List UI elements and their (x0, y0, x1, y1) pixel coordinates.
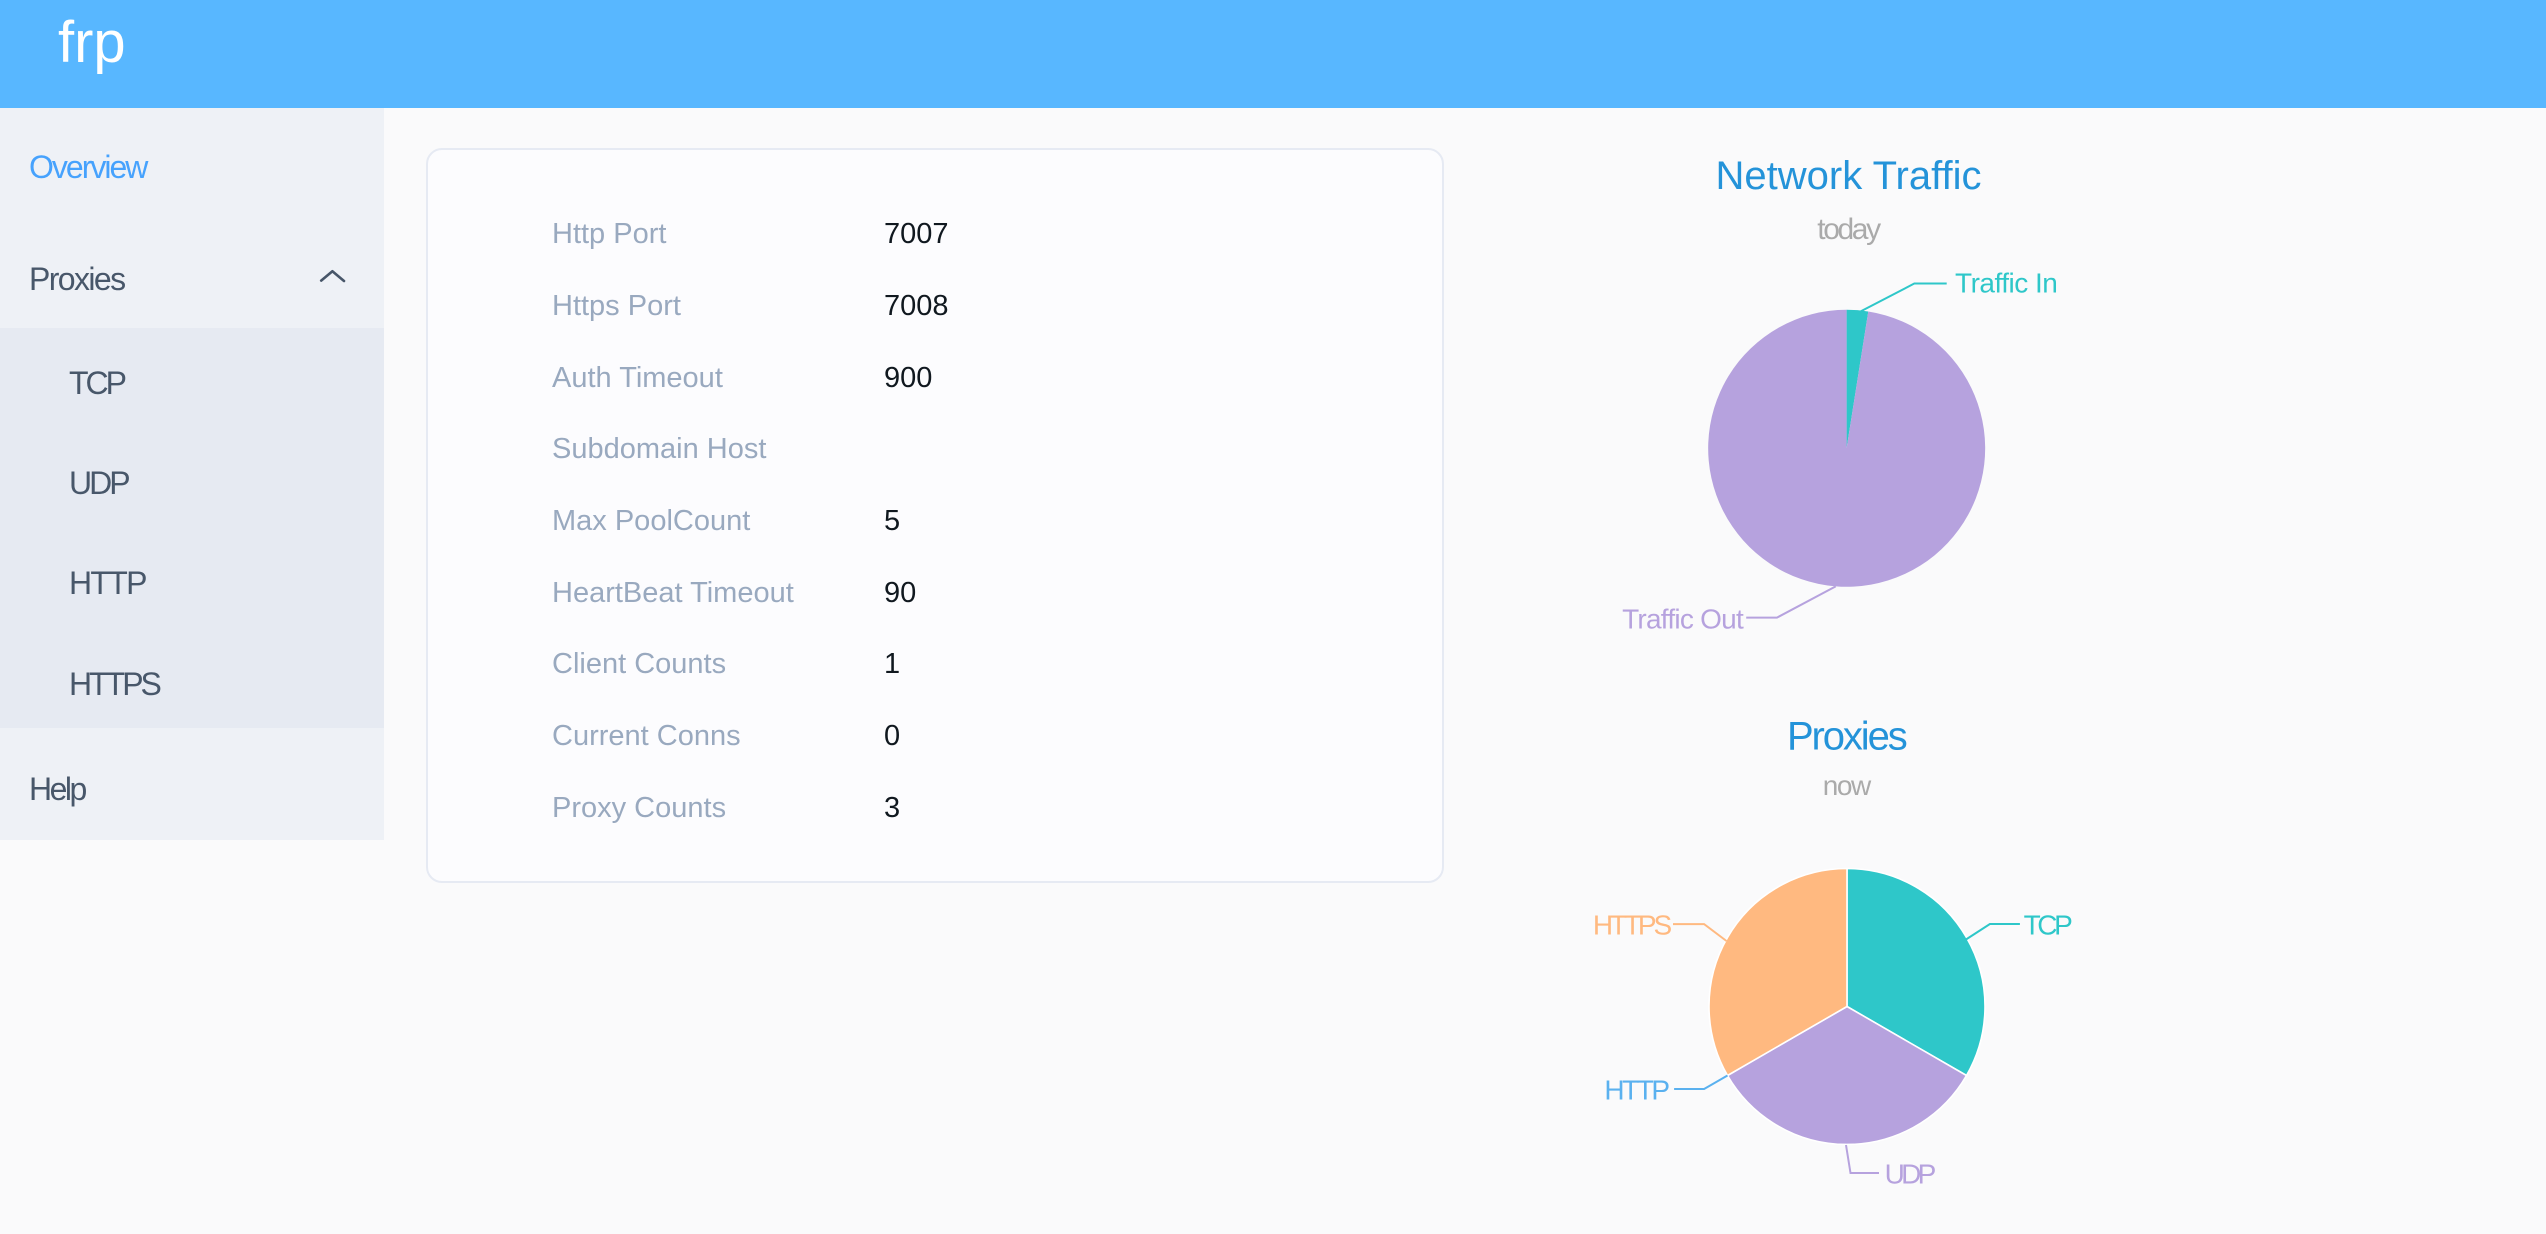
svg-text:Network Traffic: Network Traffic (1716, 154, 1982, 198)
svg-text:HTTP: HTTP (1604, 1075, 1669, 1106)
svg-text:today: today (1817, 213, 1881, 246)
svg-text:now: now (1823, 770, 1872, 801)
svg-text:Traffic In: Traffic In (1955, 268, 2057, 299)
svg-text:HTTPS: HTTPS (1593, 909, 1672, 940)
svg-text:Proxies: Proxies (1787, 714, 1907, 758)
svg-text:UDP: UDP (1885, 1158, 1936, 1189)
svg-text:TCP: TCP (2024, 909, 2073, 940)
svg-text:Traffic Out: Traffic Out (1622, 603, 1744, 634)
